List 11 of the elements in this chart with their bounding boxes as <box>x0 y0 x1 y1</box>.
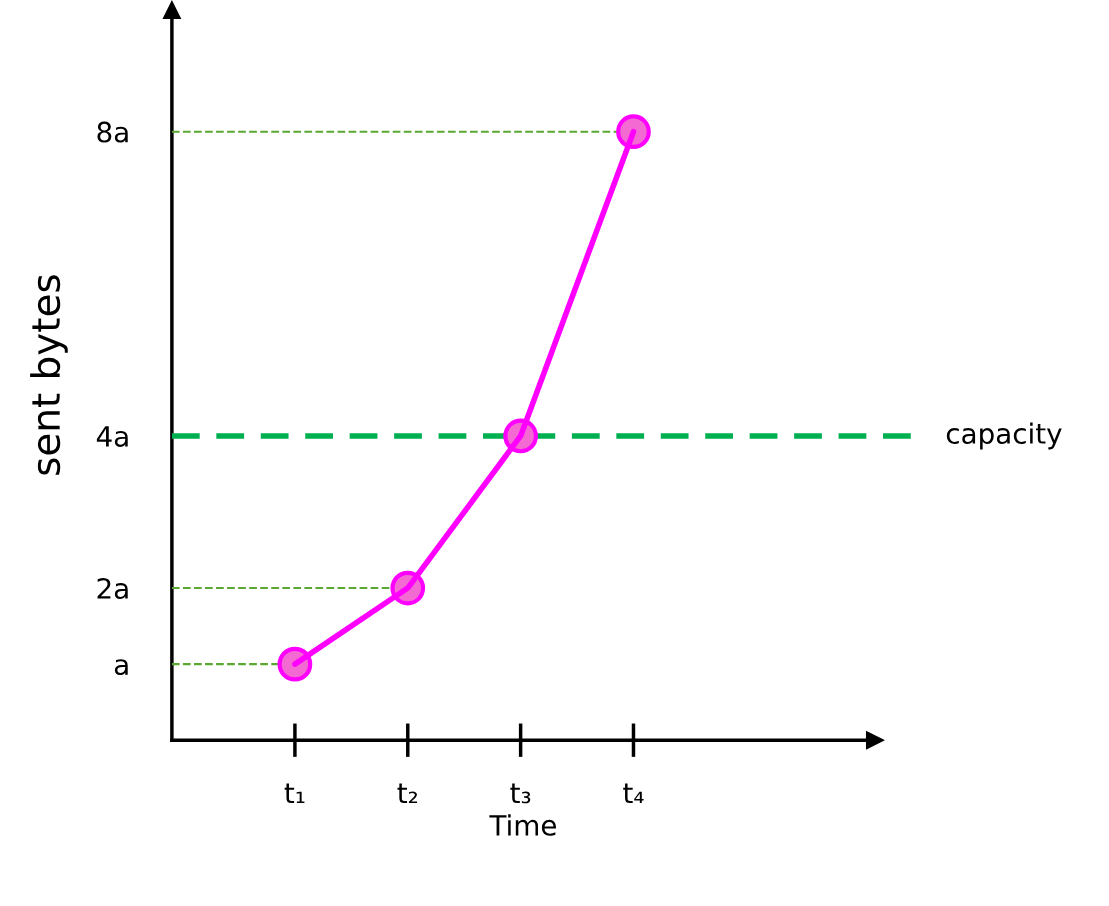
y-tick-label: a <box>114 659 128 676</box>
x-tick-label: t₂ <box>397 783 418 804</box>
x-tick-label: t₁ <box>284 783 305 804</box>
y-tick-label: 4a <box>96 426 128 447</box>
y-axis-title: sent bytes <box>30 275 68 475</box>
y-tick-label: 2a <box>97 578 128 600</box>
y-tick-label: 8a <box>97 121 128 143</box>
x-axis-title: Time <box>489 814 556 836</box>
ref-line-label: capacity <box>946 422 1062 450</box>
x-tick-label: t₄ <box>623 783 644 804</box>
x-tick-label: t₃ <box>510 783 531 804</box>
